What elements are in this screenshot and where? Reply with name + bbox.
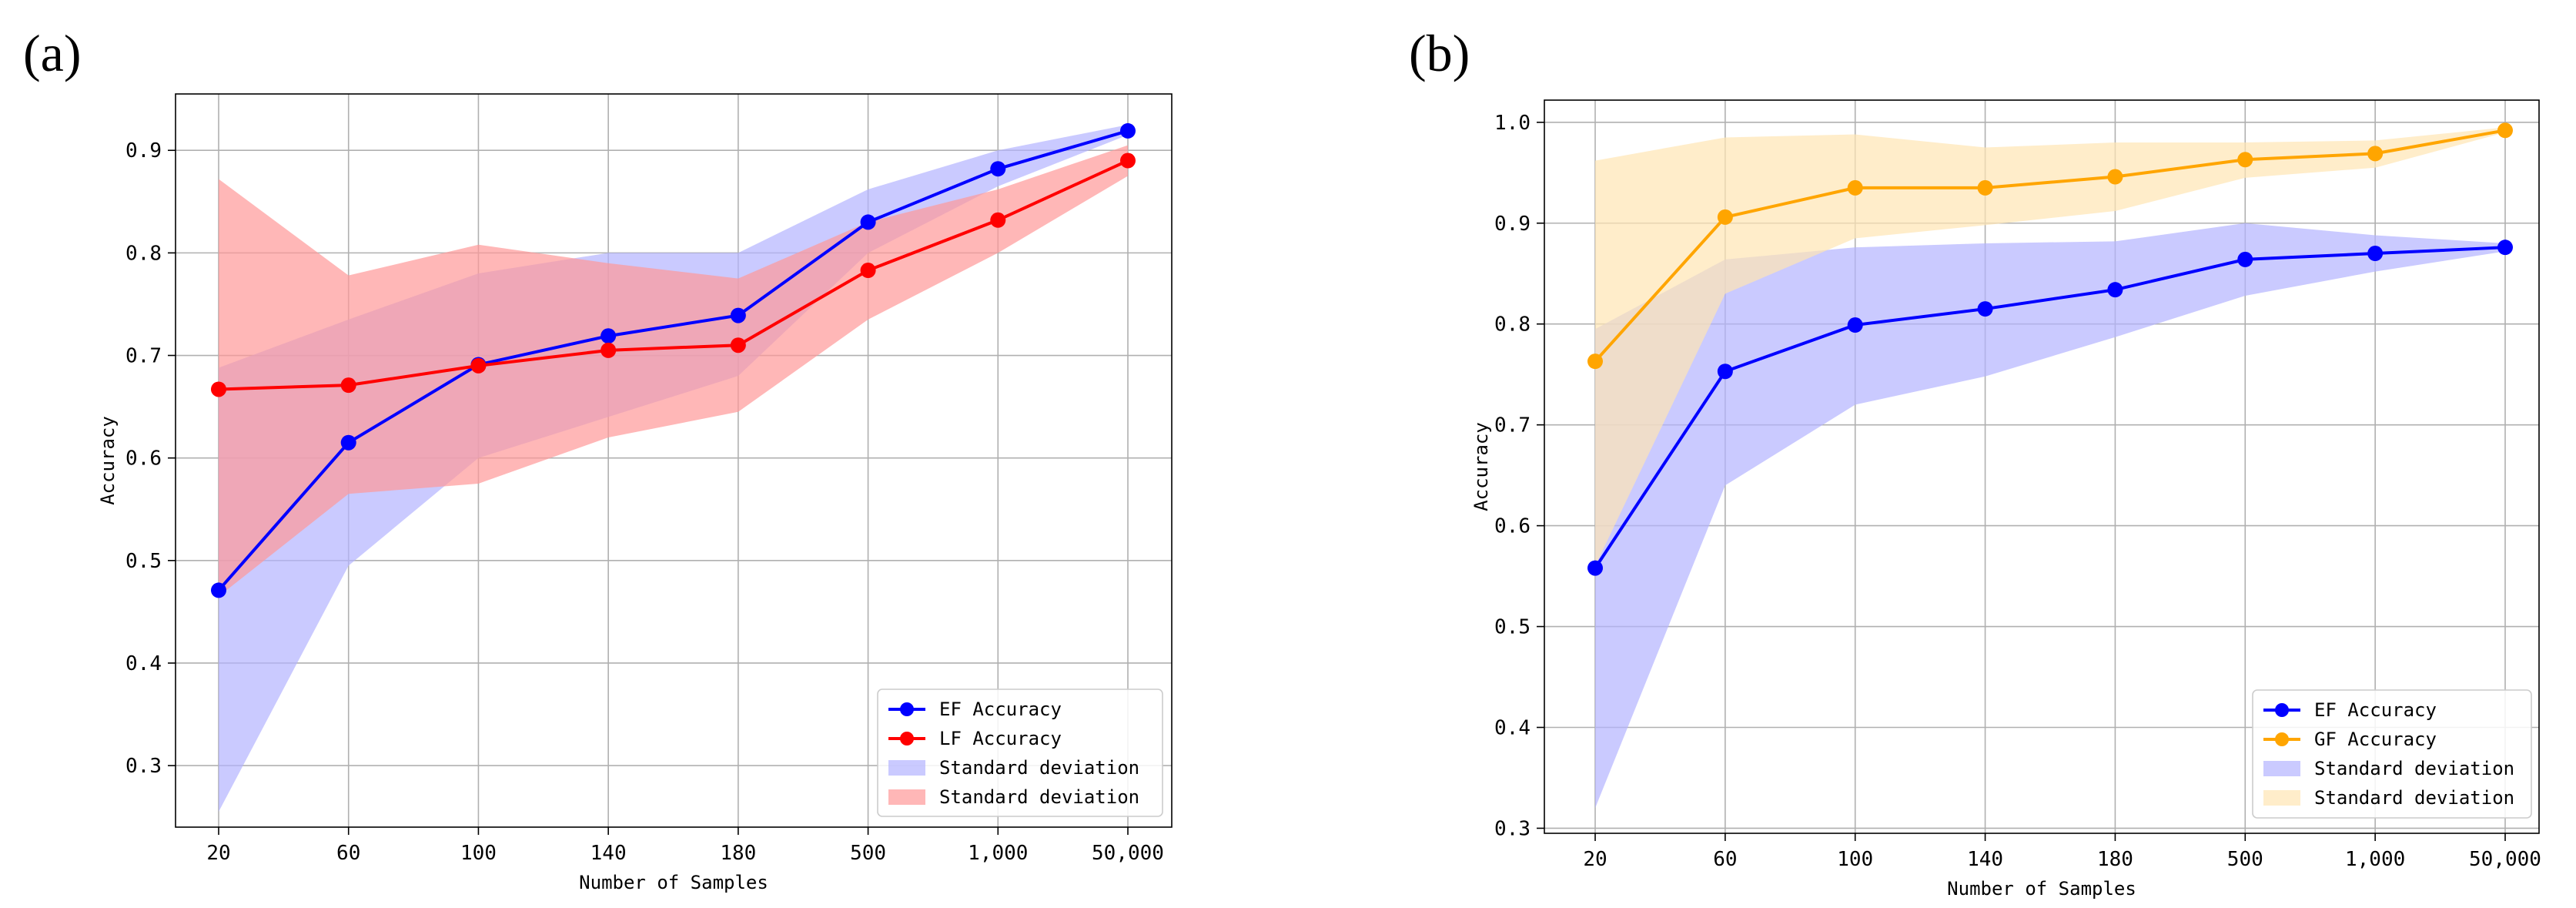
legend-entry: EF Accuracy (939, 699, 1062, 720)
y-tick-label: 0.8 (1494, 313, 1531, 337)
data-point-0 (1120, 122, 1136, 139)
y-tick-label: 0.6 (125, 447, 162, 471)
x-tick-label: 50,000 (1092, 842, 1164, 865)
legend-entry: Standard deviation (939, 786, 1139, 808)
data-point-1 (990, 212, 1006, 228)
legend-box (877, 689, 1163, 817)
legend-marker (2275, 703, 2289, 717)
data-point-0 (211, 582, 226, 598)
x-tick-label: 180 (2097, 848, 2133, 871)
y-tick-label: 0.9 (125, 139, 162, 163)
legend-entry: LF Accuracy (939, 728, 1062, 749)
plot-frame (1544, 99, 2540, 834)
legend-marker (2275, 732, 2289, 746)
data-point-0 (2107, 282, 2123, 298)
y-tick-label: 0.4 (1494, 717, 1531, 740)
legend-entry: Standard deviation (2314, 758, 2514, 779)
y-tick-label: 0.6 (1494, 515, 1531, 538)
data-point-1 (2367, 146, 2384, 162)
panel-b: (b) 20 60 100 140 180 500 1,000 50,000 0.3 0.4 0.5 0… (1409, 24, 2541, 900)
data-point-0 (2237, 251, 2253, 267)
data-point-0 (1717, 364, 1733, 380)
data-point-1 (1847, 179, 1863, 196)
x-axis-label: Number of Samples (579, 872, 768, 893)
legend-band-swatch (888, 789, 925, 805)
legend-band-swatch (2263, 761, 2300, 776)
data-point-0 (990, 161, 1006, 177)
x-tick-label: 60 (1713, 848, 1737, 871)
data-point-1 (730, 337, 746, 353)
y-tick-label: 0.5 (125, 550, 162, 573)
data-point-0 (1587, 560, 1603, 576)
y-tick-label: 1.0 (1494, 112, 1531, 135)
y-tick-label: 0.4 (125, 652, 162, 675)
data-point-1 (1977, 179, 1993, 196)
legend-marker (900, 702, 914, 716)
y-tick-label: 0.3 (1494, 817, 1531, 840)
panel-label: (a) (23, 24, 81, 82)
legend-entry: Standard deviation (2314, 787, 2514, 809)
legend-entry: GF Accuracy (2314, 729, 2437, 750)
x-tick-label: 1,000 (968, 842, 1028, 865)
data-point-1 (2237, 152, 2253, 168)
x-tick-label: 500 (2227, 848, 2263, 871)
x-tick-label: 20 (206, 842, 230, 865)
series-line-0 (1594, 246, 2506, 569)
legend-band-swatch (2263, 790, 2300, 806)
data-point-0 (340, 434, 356, 451)
x-tick-label: 1,000 (2345, 848, 2405, 871)
legend-box (2252, 689, 2532, 819)
x-tick-label: 20 (1583, 848, 1607, 871)
panel-label: (b) (1409, 24, 1470, 82)
x-tick-label: 140 (1967, 848, 2003, 871)
std-band-0 (1595, 223, 2505, 809)
y-tick-label: 0.3 (125, 755, 162, 778)
y-tick-label: 0.7 (125, 345, 162, 368)
legend-entry: EF Accuracy (2314, 699, 2437, 721)
data-point-0 (2497, 240, 2513, 256)
data-point-1 (1120, 152, 1136, 169)
data-point-1 (1587, 353, 1603, 370)
data-point-0 (601, 328, 617, 344)
y-tick-label: 0.8 (125, 242, 162, 265)
legend-marker (900, 732, 914, 745)
x-tick-label: 100 (460, 842, 497, 865)
data-point-1 (2107, 169, 2123, 185)
x-axis-label: Number of Samples (1947, 878, 2136, 900)
data-point-1 (2497, 122, 2513, 139)
legend: EF Accuracy LF Accuracy Standard deviation… (877, 689, 1163, 817)
y-tick-label: 0.7 (1494, 414, 1531, 437)
data-point-1 (211, 381, 226, 397)
series-line-0 (217, 129, 1129, 591)
y-tick-label: 0.9 (1494, 213, 1531, 236)
y-axis-label: Accuracy (1470, 422, 1492, 511)
x-tick-label: 50,000 (2469, 848, 2541, 871)
std-band-1 (1595, 127, 2505, 566)
data-point-0 (1847, 317, 1863, 333)
data-point-0 (1977, 301, 1993, 317)
legend-band-swatch (888, 760, 925, 776)
data-point-0 (730, 307, 746, 323)
x-tick-label: 140 (590, 842, 627, 865)
data-point-1 (1717, 209, 1733, 225)
x-tick-label: 60 (336, 842, 360, 865)
panel-a: (a) 20 60 100 140 180 500 1,000 50,000 0.3 0.4 0.5 0… (23, 24, 1173, 893)
data-point-0 (2367, 246, 2384, 262)
data-point-1 (340, 377, 356, 394)
data-point-0 (860, 214, 876, 230)
y-axis-label: Accuracy (97, 416, 119, 505)
data-point-1 (601, 342, 617, 358)
legend: EF Accuracy GF Accuracy Standard deviation… (2252, 689, 2532, 819)
series-line-1 (1594, 129, 2506, 363)
x-tick-label: 500 (850, 842, 886, 865)
plot-frame (175, 93, 1173, 828)
series-line-1 (218, 159, 1129, 391)
legend-entry: Standard deviation (939, 757, 1139, 779)
y-tick-label: 0.5 (1494, 616, 1531, 639)
data-point-1 (860, 263, 876, 279)
x-tick-label: 180 (720, 842, 756, 865)
data-point-1 (470, 357, 487, 374)
x-tick-label: 100 (1837, 848, 1873, 871)
